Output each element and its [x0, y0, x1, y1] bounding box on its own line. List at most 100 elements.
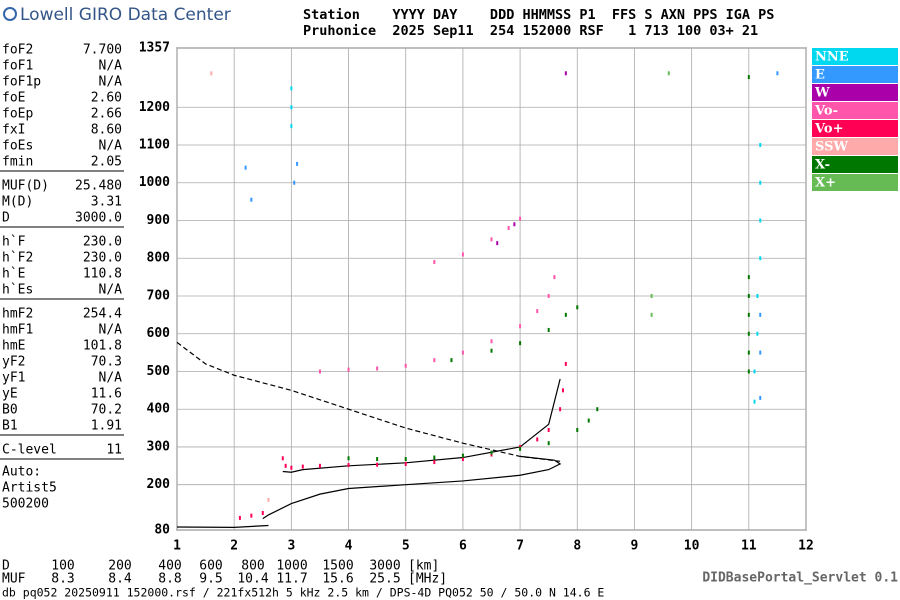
echo-point [296, 161, 299, 166]
echo-point [747, 312, 750, 317]
echo-point [347, 463, 350, 468]
y-tick-label: 600 [147, 326, 171, 341]
y-tick-label: 300 [147, 439, 171, 454]
echo-point [650, 293, 653, 298]
echo-point [747, 75, 750, 80]
legend-swatch [812, 120, 898, 137]
echo-point [561, 388, 564, 393]
y-tick-label: 700 [147, 288, 171, 303]
param-name: hmF1 [2, 323, 33, 338]
servlet: DIDBasePortal_Servlet 0.1 [702, 571, 898, 586]
echo-point [753, 369, 756, 374]
echo-point [519, 216, 522, 221]
echo-point [587, 418, 590, 423]
echo-point [747, 275, 750, 280]
param-value: 2.60 [91, 91, 122, 106]
echo-point [281, 456, 284, 461]
echo-point [404, 461, 407, 466]
echo-point [290, 465, 293, 470]
param-value: N/A [99, 283, 123, 298]
echo-point [747, 369, 750, 374]
echo-point [650, 312, 653, 317]
param-name: h`F [2, 235, 26, 250]
x-tick-label: 7 [516, 539, 524, 554]
param-value: 230.0 [83, 251, 122, 266]
param-value: 11 [106, 443, 122, 458]
echo-point [519, 324, 522, 329]
param-value: 25.480 [75, 179, 122, 194]
param-name: B1 [2, 419, 18, 434]
d-value: 3000 [369, 559, 400, 574]
param-name: hmF2 [2, 307, 33, 322]
param-name: D [2, 211, 10, 226]
header-labels: Station YYYY DAY DDD HHMMSS P1 FFS S AXN… [303, 7, 774, 23]
echo-point [756, 293, 759, 298]
param-name: foF2 [2, 43, 33, 58]
echo-point [547, 427, 550, 432]
echo-point [301, 464, 304, 469]
legend-label: W [814, 86, 830, 101]
param-value: 2.66 [91, 107, 122, 122]
echo-point [347, 456, 350, 461]
echo-point [667, 71, 670, 76]
echo-point [318, 463, 321, 468]
legend-swatch [812, 48, 898, 65]
profile-line [176, 341, 561, 462]
echo-point [461, 350, 464, 355]
y-tick-label: 1357 [139, 41, 170, 56]
y-tick-label: 1000 [139, 175, 170, 190]
echo-point [759, 395, 762, 400]
echo-point [238, 515, 241, 520]
param-value: N/A [99, 371, 123, 386]
d-value: 800 [241, 559, 264, 574]
echo-point [284, 463, 287, 468]
echo-point [747, 293, 750, 298]
echo-point [559, 407, 562, 412]
param-name: h`E [2, 267, 25, 282]
echo-point [759, 312, 762, 317]
echo-point [747, 350, 750, 355]
echo-point [450, 358, 453, 363]
param-value: 70.2 [91, 403, 122, 418]
echo-point [536, 437, 539, 442]
param-value: 1.91 [91, 419, 122, 434]
echo-point [753, 399, 756, 404]
param-name: foF1 [2, 59, 33, 74]
echo-point [759, 180, 762, 185]
param-value: 7.700 [83, 43, 122, 58]
auto-line: Artist5 [2, 481, 57, 496]
y-tick-label: 500 [147, 364, 171, 379]
param-value: N/A [99, 75, 123, 90]
d-label: D [2, 559, 10, 574]
param-value: 101.8 [83, 339, 122, 354]
x-tick-label: 1 [173, 539, 181, 554]
param-name: h`F2 [2, 251, 33, 266]
legend-swatch [812, 84, 898, 101]
param-name: foEp [2, 107, 33, 122]
x-tick-label: 4 [345, 539, 353, 554]
echo-point [433, 358, 436, 363]
echo-point [490, 348, 493, 353]
echo-point [513, 222, 516, 227]
echo-point [519, 341, 522, 346]
param-name: yF1 [2, 371, 25, 386]
echo-point [759, 143, 762, 148]
param-name: fmin [2, 155, 33, 170]
param-name: yF2 [2, 355, 25, 370]
d-value: 600 [199, 559, 222, 574]
profile-line [262, 455, 562, 520]
echo-point [759, 350, 762, 355]
d-value: 1500 [322, 559, 353, 574]
echo-point [490, 237, 493, 242]
y-tick-label: 200 [147, 477, 171, 492]
muf-value: 11.7 [276, 572, 307, 587]
echo-point [564, 312, 567, 317]
logo-icon [3, 7, 17, 21]
echo-point [536, 309, 539, 314]
legend-label: NNE [815, 50, 849, 65]
legend-label: Vo+ [814, 122, 843, 137]
y-tick-label: 1100 [139, 138, 170, 153]
echo-point [433, 460, 436, 465]
muf-value: 10.4 [237, 572, 268, 587]
echo-point [490, 339, 493, 344]
